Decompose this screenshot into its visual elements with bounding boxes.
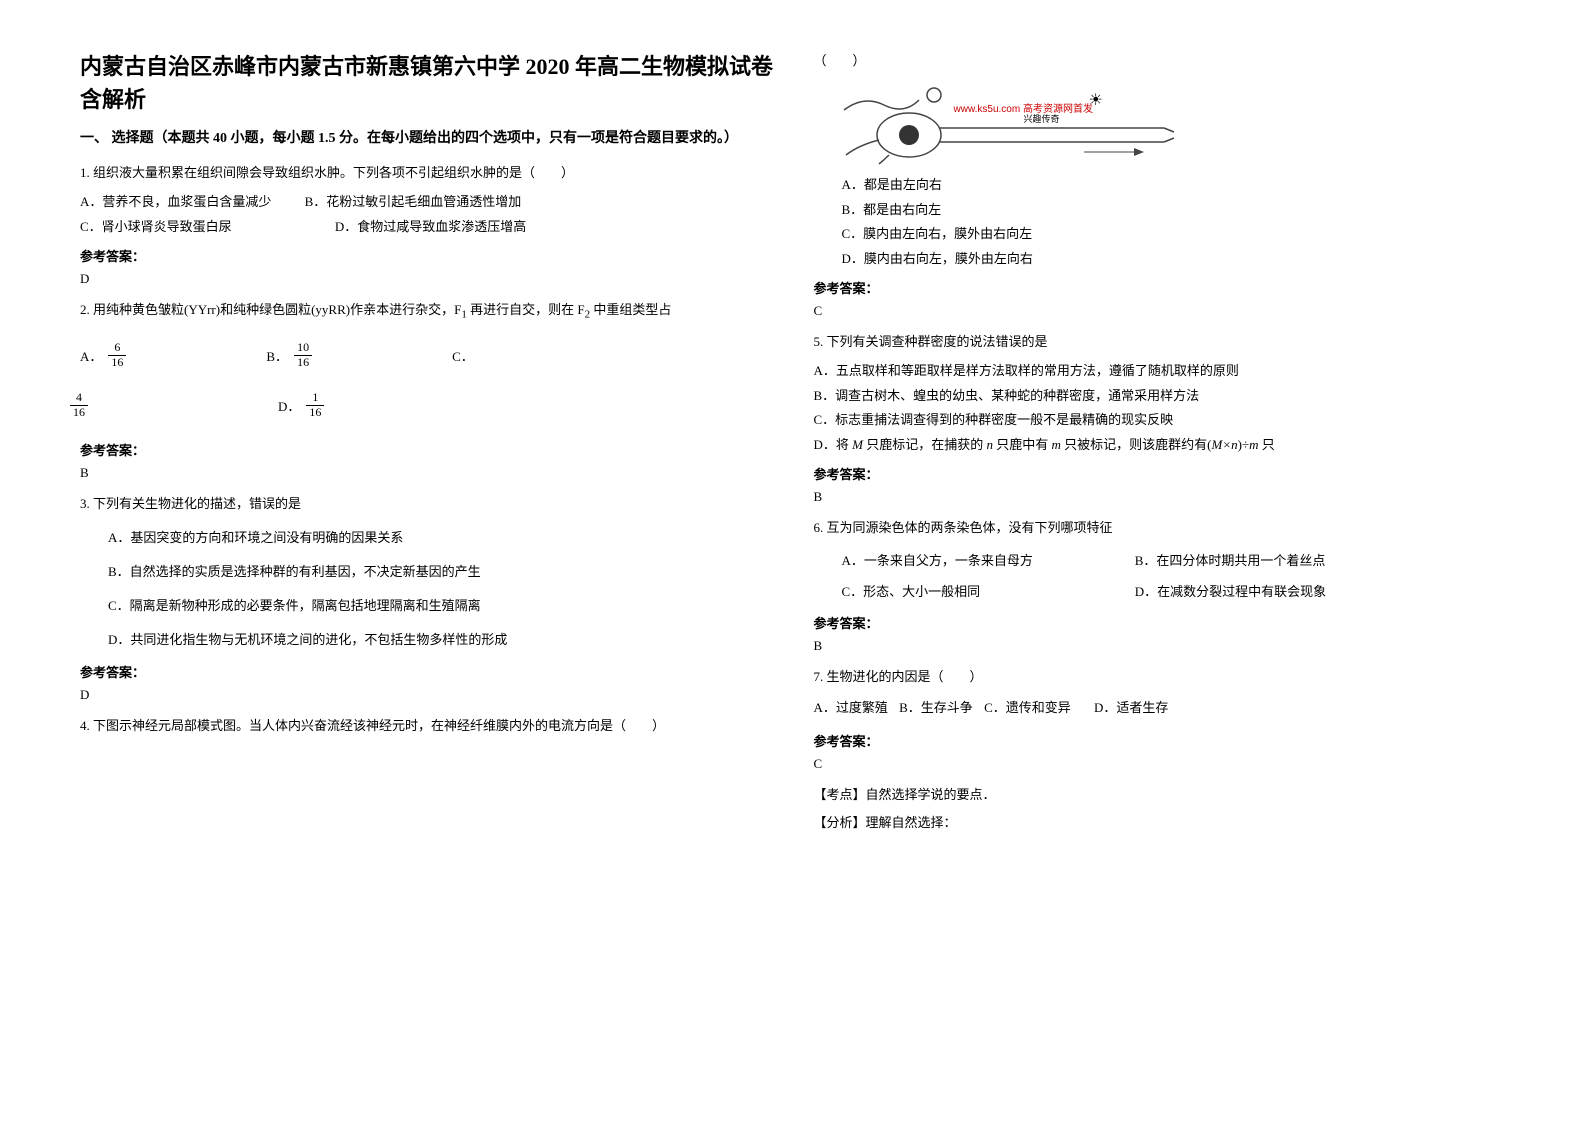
exam-title: 内蒙古自治区赤峰市内蒙古市新惠镇第六中学 2020 年高二生物模拟试卷含解析 xyxy=(80,50,774,116)
q2-options-row1: A． 616 B． 1016 C． xyxy=(80,330,774,380)
q7-options: A．过度繁殖 B．生存斗争 C．遗传和变异 D．适者生存 xyxy=(814,696,1508,721)
q2-stem-pre: 2. 用纯种黄色皱粒(YYrr)和纯种绿色圆粒(yyRR)作亲本进行杂交，F xyxy=(80,302,461,317)
q1-answer: D xyxy=(80,271,774,287)
q2-opt-b: B． 1016 xyxy=(266,341,312,368)
q4-options: A．都是由左向右 B．都是由右向左 C．膜内由左向右，膜外由右向左 D．膜内由右… xyxy=(814,173,1508,272)
q2-b-label: B． xyxy=(266,346,288,365)
q7-kaodian: 【考点】自然选择学说的要点． xyxy=(814,784,1508,806)
q3-answer-label: 参考答案： xyxy=(80,662,774,681)
q4-opt-a: A．都是由左向右 xyxy=(842,173,1508,198)
q7-answer-label: 参考答案： xyxy=(814,731,1508,750)
q1-answer-label: 参考答案： xyxy=(80,246,774,265)
q7-opt-a: A．过度繁殖 xyxy=(814,696,888,721)
section-1-heading: 一、 选择题（本题共 40 小题，每小题 1.5 分。在每小题给出的四个选项中，… xyxy=(80,128,774,150)
q6-opt-c: C．形态、大小一般相同 xyxy=(842,576,1102,607)
q6-opt-a: A．一条来自父方，一条来自母方 xyxy=(842,545,1102,576)
q2-a-label: A． xyxy=(80,346,102,365)
sun-icon: ☀ xyxy=(1089,90,1103,110)
q2-answer-label: 参考答案： xyxy=(80,440,774,459)
q2-opt-d: D． 116 xyxy=(278,391,324,418)
q3-answer: D xyxy=(80,687,774,703)
q3-stem: 3. 下列有关生物进化的描述，错误的是 xyxy=(80,493,774,515)
q2-options-row2: 416 D． 116 xyxy=(80,380,774,430)
q4-answer: C xyxy=(814,303,1508,319)
q2-stem: 2. 用纯种黄色皱粒(YYrr)和纯种绿色圆粒(yyRR)作亲本进行杂交，F1 … xyxy=(80,299,774,324)
q2-c-label: C． xyxy=(452,346,474,365)
q1-opt-a: A．营养不良，血浆蛋白含量减少 xyxy=(80,190,271,215)
q6-stem: 6. 互为同源染色体的两条染色体，没有下列哪项特征 xyxy=(814,517,1508,539)
q4-opt-c: C．膜内由左向右，膜外由右向左 xyxy=(842,222,1508,247)
q2-opt-c: 416 xyxy=(70,391,88,418)
q7-stem: 7. 生物进化的内因是（ ） xyxy=(814,666,1508,688)
q6-options: A．一条来自父方，一条来自母方 B．在四分体时期共用一个着丝点 C．形态、大小一… xyxy=(814,545,1508,607)
q1-opt-c: C．肾小球肾炎导致蛋白尿 xyxy=(80,215,232,240)
q5-opt-a: A．五点取样和等距取样是样方法取样的常用方法，遵循了随机取样的原则 xyxy=(814,359,1508,384)
q7-opt-c: C．遗传和变异 xyxy=(984,696,1071,721)
q6-opt-d: D．在减数分裂过程中有联会现象 xyxy=(1135,576,1326,607)
q3-opt-c: C．隔离是新物种形成的必要条件，隔离包括地理隔离和生殖隔离 xyxy=(108,589,774,623)
q4-paren: （ ） xyxy=(814,50,1508,72)
q3-opt-d: D．共同进化指生物与无机环境之间的进化，不包括生物多样性的形成 xyxy=(108,623,774,657)
q3-opt-a: A．基因突变的方向和环境之间没有明确的因果关系 xyxy=(108,521,774,555)
q4-opt-d: D．膜内由右向左，膜外由左向右 xyxy=(842,247,1508,272)
q5-options: A．五点取样和等距取样是样方法取样的常用方法，遵循了随机取样的原则 B．调查古树… xyxy=(814,359,1508,458)
q3-options: A．基因突变的方向和环境之间没有明确的因果关系 B．自然选择的实质是选择种群的有… xyxy=(80,521,774,656)
q5-opt-d: D．将 M 只鹿标记，在捕获的 n 只鹿中有 m 只被标记，则该鹿群约有(M×n… xyxy=(814,433,1508,458)
q4-opt-b: B．都是由右向左 xyxy=(842,198,1508,223)
q4-stem: 4. 下图示神经元局部模式图。当人体内兴奋流经该神经元时，在神经纤维膜内外的电流… xyxy=(80,715,774,737)
neuron-diagram: www.ks5u.com 高考资源网首发 兴趣传奇 ☀ xyxy=(834,80,1184,165)
q3-opt-b: B．自然选择的实质是选择种群的有利基因，不决定新基因的产生 xyxy=(108,555,774,589)
q6-answer: B xyxy=(814,638,1508,654)
q1-opt-d: D．食物过咸导致血浆渗透压增高 xyxy=(335,215,526,240)
q5-opt-b: B．调查古树木、蝗虫的幼虫、某种蛇的种群密度，通常采用样方法 xyxy=(814,384,1508,409)
q2-d-label: D． xyxy=(278,396,300,415)
q2-stem-post: 中重组类型占 xyxy=(590,302,671,317)
neuron-svg xyxy=(834,80,1184,165)
q2-stem-mid: 再进行自交，则在 F xyxy=(467,302,585,317)
q6-opt-b: B．在四分体时期共用一个着丝点 xyxy=(1135,545,1326,576)
q1-stem: 1. 组织液大量积累在组织间隙会导致组织水肿。下列各项不引起组织水肿的是（ ） xyxy=(80,162,774,184)
q6-answer-label: 参考答案： xyxy=(814,613,1508,632)
q2-opt-c-label: C． xyxy=(452,346,480,365)
q7-fenxi: 【分析】理解自然选择： xyxy=(814,812,1508,834)
q5-answer-label: 参考答案： xyxy=(814,464,1508,483)
q7-answer: C xyxy=(814,756,1508,772)
q7-opt-b: B．生存斗争 xyxy=(899,696,973,721)
q5-answer: B xyxy=(814,489,1508,505)
right-column: （ ） www.ks5u.com 高考资源网首发 兴趣传奇 ☀ A．都是由左向右… xyxy=(794,50,1528,1072)
q2-opt-a: A． 616 xyxy=(80,341,126,368)
q1-options: A．营养不良，血浆蛋白含量减少 B．花粉过敏引起毛细血管通透性增加 C．肾小球肾… xyxy=(80,190,774,239)
q2-answer: B xyxy=(80,465,774,481)
q4-answer-label: 参考答案： xyxy=(814,278,1508,297)
q1-opt-b: B．花粉过敏引起毛细血管通透性增加 xyxy=(305,190,522,215)
watermark-sub: 兴趣传奇 xyxy=(1024,112,1060,125)
q5-stem: 5. 下列有关调查种群密度的说法错误的是 xyxy=(814,331,1508,353)
left-column: 内蒙古自治区赤峰市内蒙古市新惠镇第六中学 2020 年高二生物模拟试卷含解析 一… xyxy=(60,50,794,1072)
q5-opt-c: C．标志重捕法调查得到的种群密度一般不是最精确的现实反映 xyxy=(814,408,1508,433)
q7-opt-d: D．适者生存 xyxy=(1094,696,1168,721)
